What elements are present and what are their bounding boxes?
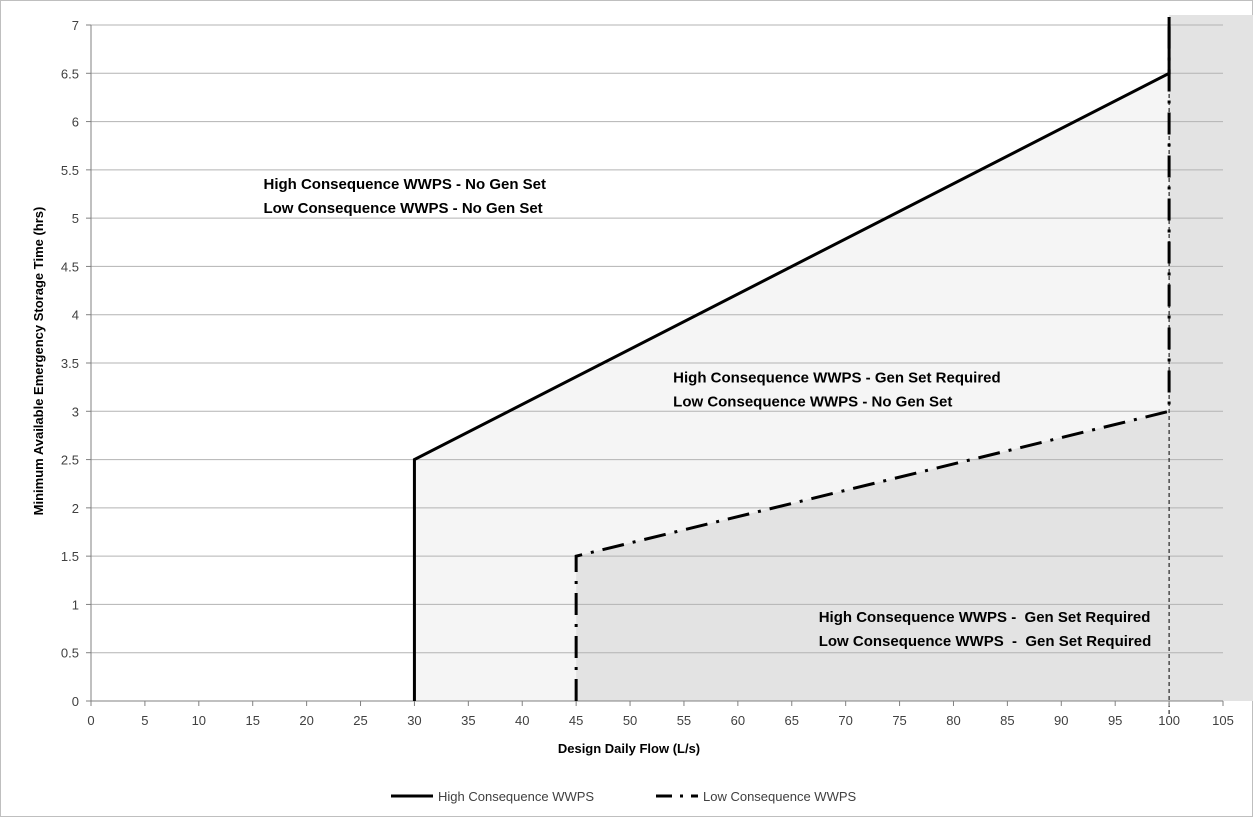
annotations: High Consequence WWPS - No Gen Set Low Co… [263, 176, 1151, 650]
y-tick-label: 5.5 [61, 163, 79, 178]
x-tick-label: 75 [892, 713, 906, 728]
gridlines [91, 24, 1223, 654]
y-axis-title: Minimum Available Emergency Storage Time… [31, 207, 46, 516]
x-tick-label: 95 [1108, 713, 1122, 728]
x-tick-label: 45 [569, 713, 583, 728]
y-tick-label: 4 [72, 308, 79, 323]
y-tick-label: 7 [72, 18, 79, 33]
region-annotation-2: High Consequence WWPS - Gen Set Required… [673, 369, 1001, 410]
x-tick-label: 20 [299, 713, 313, 728]
x-tick-label: 100 [1158, 713, 1180, 728]
x-tick-label: 80 [946, 713, 960, 728]
x-tick-label: 25 [353, 713, 367, 728]
x-tick-label: 30 [407, 713, 421, 728]
x-tick-label: 60 [731, 713, 745, 728]
x-tick-label: 70 [838, 713, 852, 728]
y-tick-label: 0 [72, 694, 79, 709]
x-tick-label: 90 [1054, 713, 1068, 728]
y-tick-label: 2 [72, 501, 79, 516]
y-tick-label: 1 [72, 597, 79, 612]
y-tick-label: 5 [72, 211, 79, 226]
series-lines [412, 17, 1171, 717]
y-tick-label: 3 [72, 404, 79, 419]
y-tick-label: 0.5 [61, 646, 79, 661]
y-tick-label: 3.5 [61, 356, 79, 371]
x-axis-title: Design Daily Flow (L/s) [558, 741, 700, 756]
x-tick-label: 65 [785, 713, 799, 728]
annotation-line: Low Consequence WWPS - No Gen Set [263, 200, 542, 217]
annotation-line: Low Consequence WWPS - Gen Set Required [819, 633, 1152, 650]
x-tick-label: 15 [245, 713, 259, 728]
x-tick-label: 50 [623, 713, 637, 728]
y-tick-label: 4.5 [61, 259, 79, 274]
region-annotation-3: High Consequence WWPS - Gen Set Required… [819, 609, 1152, 650]
y-tick-label: 2.5 [61, 453, 79, 468]
x-tick-label: 10 [192, 713, 206, 728]
legend-label-low-consequence: Low Consequence WWPS [703, 789, 857, 804]
x-tick-label: 5 [141, 713, 148, 728]
shaded-regions [414, 15, 1253, 702]
y-tick-label: 6.5 [61, 66, 79, 81]
x-tick-label: 35 [461, 713, 475, 728]
x-tick-label: 85 [1000, 713, 1014, 728]
y-tick-label: 1.5 [61, 549, 79, 564]
x-tick-label: 105 [1212, 713, 1234, 728]
tick-labels: 0 5 10 15 20 25 30 35 40 45 50 55 60 65 70 75 80 85 90 95 10… [61, 18, 1234, 728]
x-tick-label: 55 [677, 713, 691, 728]
legend-label-high-consequence: High Consequence WWPS [438, 789, 594, 804]
x-tick-label: 0 [87, 713, 94, 728]
right-region [1169, 15, 1253, 701]
y-tick-label: 6 [72, 115, 79, 130]
annotation-line: High Consequence WWPS - No Gen Set [263, 176, 546, 193]
annotation-line: High Consequence WWPS - Gen Set Required [819, 609, 1151, 626]
x-tick-label: 40 [515, 713, 529, 728]
annotation-line: Low Consequence WWPS - No Gen Set [673, 393, 952, 410]
series-low-consequence-line [574, 17, 1171, 701]
region-annotation-1: High Consequence WWPS - No Gen Set Low Co… [263, 176, 546, 217]
annotation-line: High Consequence WWPS - Gen Set Required [673, 369, 1001, 386]
legend: High Consequence WWPS Low Consequence WW… [391, 789, 857, 804]
